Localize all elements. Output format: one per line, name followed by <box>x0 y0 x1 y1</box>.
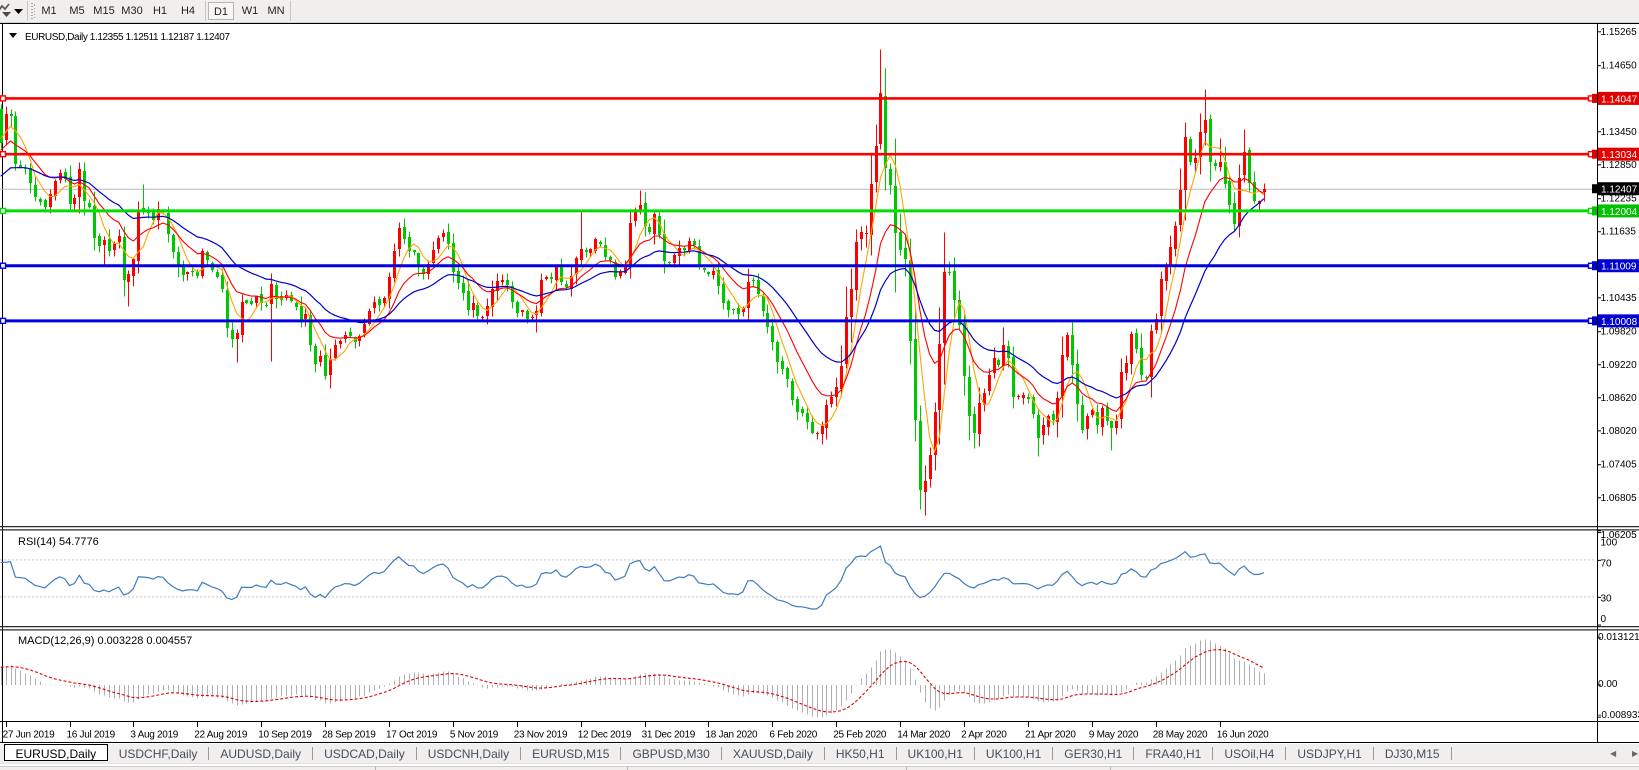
svg-text:0.00: 0.00 <box>1598 679 1618 690</box>
svg-text:31 Dec 2019: 31 Dec 2019 <box>642 730 696 741</box>
svg-text:16 Jun 2020: 16 Jun 2020 <box>1217 730 1269 741</box>
svg-text:1.09220: 1.09220 <box>1601 360 1638 371</box>
svg-text:3 Aug 2019: 3 Aug 2019 <box>130 730 178 741</box>
svg-text:1.06205: 1.06205 <box>1601 530 1638 541</box>
svg-text:MACD(12,26,9) 0.003228 0.00455: MACD(12,26,9) 0.003228 0.004557 <box>18 635 192 647</box>
svg-text:0: 0 <box>1601 614 1607 625</box>
svg-text:1.10008: 1.10008 <box>1601 317 1638 328</box>
svg-text:16 Jul 2019: 16 Jul 2019 <box>67 730 116 741</box>
svg-text:5 Nov 2019: 5 Nov 2019 <box>450 730 499 741</box>
svg-text:1.15265: 1.15265 <box>1601 27 1638 38</box>
svg-text:28 May 2020: 28 May 2020 <box>1153 730 1208 741</box>
svg-text:1.11635: 1.11635 <box>1601 227 1637 238</box>
svg-text:2 Apr 2020: 2 Apr 2020 <box>961 730 1007 741</box>
svg-text:0.013121: 0.013121 <box>1598 632 1639 643</box>
svg-text:1.13034: 1.13034 <box>1601 150 1638 161</box>
svg-text:18 Jan 2020: 18 Jan 2020 <box>706 730 758 741</box>
svg-text:1.07405: 1.07405 <box>1601 460 1638 471</box>
svg-text:6 Feb 2020: 6 Feb 2020 <box>769 730 817 741</box>
svg-text:1.12004: 1.12004 <box>1601 207 1638 218</box>
svg-text:1.11009: 1.11009 <box>1601 262 1637 273</box>
svg-text:1.14650: 1.14650 <box>1601 61 1638 72</box>
svg-text:1.08620: 1.08620 <box>1601 393 1638 404</box>
svg-text:21 Apr 2020: 21 Apr 2020 <box>1025 730 1076 741</box>
svg-text:30: 30 <box>1601 594 1613 605</box>
svg-text:12 Dec 2019: 12 Dec 2019 <box>578 730 632 741</box>
svg-text:1.06805: 1.06805 <box>1601 493 1638 504</box>
svg-text:10 Sep 2019: 10 Sep 2019 <box>258 730 312 741</box>
svg-text:25 Feb 2020: 25 Feb 2020 <box>833 730 887 741</box>
svg-text:1.08020: 1.08020 <box>1601 426 1638 437</box>
svg-text:9 May 2020: 9 May 2020 <box>1089 730 1139 741</box>
svg-text:RSI(14) 54.7776: RSI(14) 54.7776 <box>18 536 99 548</box>
svg-text:23 Nov 2019: 23 Nov 2019 <box>514 730 568 741</box>
svg-text:1.12235: 1.12235 <box>1601 194 1638 205</box>
svg-text:1.13450: 1.13450 <box>1601 127 1638 138</box>
svg-text:EURUSD,Daily 1.12355 1.12511: EURUSD,Daily 1.12355 1.12511 1.12187 1.1… <box>25 32 230 43</box>
svg-text:-0.008933: -0.008933 <box>1598 710 1639 721</box>
svg-text:70: 70 <box>1601 559 1613 570</box>
svg-text:1.12850: 1.12850 <box>1601 160 1638 171</box>
svg-text:14 Mar 2020: 14 Mar 2020 <box>897 730 951 741</box>
svg-text:17 Oct 2019: 17 Oct 2019 <box>386 730 438 741</box>
svg-text:1.10435: 1.10435 <box>1601 293 1638 304</box>
svg-text:1.12407: 1.12407 <box>1601 185 1638 196</box>
svg-text:100: 100 <box>1601 538 1618 549</box>
svg-text:22 Aug 2019: 22 Aug 2019 <box>194 730 248 741</box>
svg-text:1.14047: 1.14047 <box>1601 94 1638 105</box>
svg-text:1.09820: 1.09820 <box>1601 327 1638 338</box>
svg-text:28 Sep 2019: 28 Sep 2019 <box>322 730 376 741</box>
svg-text:27 Jun 2019: 27 Jun 2019 <box>3 730 55 741</box>
